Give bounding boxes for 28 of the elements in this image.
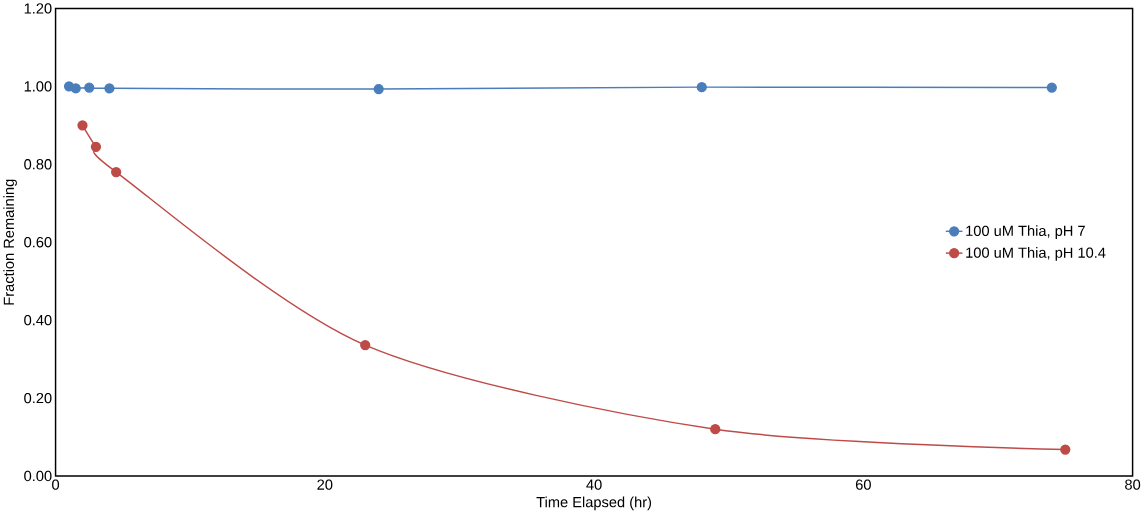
point [710,423,721,435]
x-axis-title: Time Elapsed (hr) [536,496,652,510]
point [360,339,371,350]
y-tick-label: 0.40 [24,314,52,326]
point [696,81,707,93]
y-tick-label: 1.00 [24,80,52,92]
legend-label: 100 uM Thia, pH 7 [966,225,1085,239]
y-tick-label: 0.20 [24,392,52,404]
x-tick-label: 20 [317,479,333,490]
y-tick-label: 0.00 [24,470,52,481]
y-tick-label: 1.20 [24,3,52,14]
point [373,83,384,95]
point [1046,82,1057,93]
legend-label: 100 uM Thia, pH 10.4 [966,246,1106,261]
point [1060,444,1071,455]
x-tick-label: 80 [1125,479,1141,490]
y-tick-label: 0.60 [24,236,52,248]
y-tick-label: 0.80 [24,158,52,170]
point [104,82,115,94]
y-axis-title: Fraction Remaining [3,179,17,305]
point [77,120,88,131]
point [90,141,102,152]
point [111,166,122,177]
point [84,82,95,93]
x-tick-label: 0 [52,479,60,490]
x-tick-label: 40 [586,479,602,490]
x-tick-label: 60 [855,479,871,490]
point [70,82,81,94]
